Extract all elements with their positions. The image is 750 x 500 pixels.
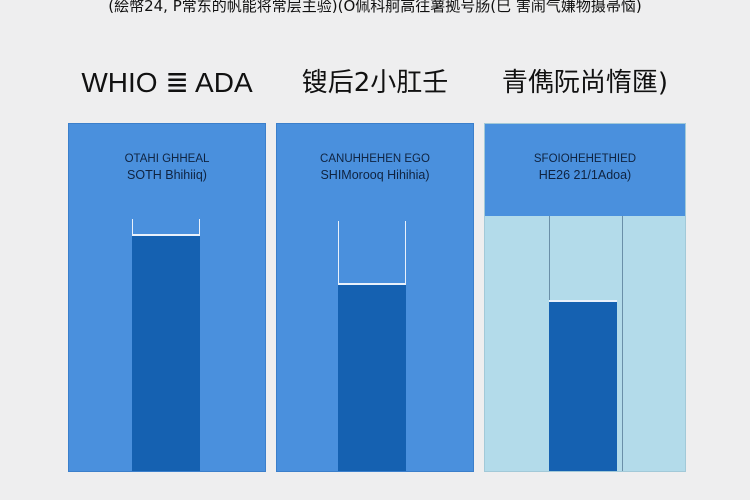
- panel-subtitle-0-line1: OTAHI GHHEAL: [124, 153, 210, 165]
- chart-panel-0: OTAHI GHHEAL SOTH Bhihiiq): [68, 123, 266, 472]
- chart-panel-1: CANUHHEHEN EGO SHIMorooq Hihihia): [276, 123, 474, 472]
- panel-title-1: 锼后2小肛壬: [301, 68, 449, 98]
- chart-panel-2: SFOIOHEHETHIED HE26 21/1Adoa): [484, 123, 686, 472]
- panel-header-1: CANUHHEHEN EGO SHIMorooq Hihihia): [277, 124, 473, 216]
- panel-subtitle-2-line2: HE26 21/1Adoa): [538, 168, 632, 182]
- panel-subtitle-1-line2: SHIMorooq Hihihia): [320, 168, 430, 182]
- bar-0: [132, 234, 200, 471]
- bar-1: [338, 283, 406, 471]
- panel-title-2: 青儁阮尚惰匯): [501, 68, 669, 98]
- panel-title-0: WHIO ≣ ADA: [81, 67, 253, 98]
- panel-subtitle-0-line2: SOTH Bhihiiq): [127, 168, 207, 182]
- panel-header-0: OTAHI GHHEAL SOTH Bhihiiq): [69, 124, 265, 216]
- panel-subtitle-2-line1: SFOIOHEHETHIED: [533, 153, 637, 165]
- panel-header-2: SFOIOHEHETHIED HE26 21/1Adoa): [485, 124, 685, 216]
- bar-2: [549, 300, 617, 471]
- panel-subtitle-1-line1: CANUHHEHEN EGO: [320, 153, 430, 165]
- guide-line-right: [622, 216, 623, 471]
- figure-caption: (絵幣24, P常东的帆能将常层主验)(O佩科舸高往薯拠号肠(巳 害闹气嫌物摄帚…: [108, 0, 642, 15]
